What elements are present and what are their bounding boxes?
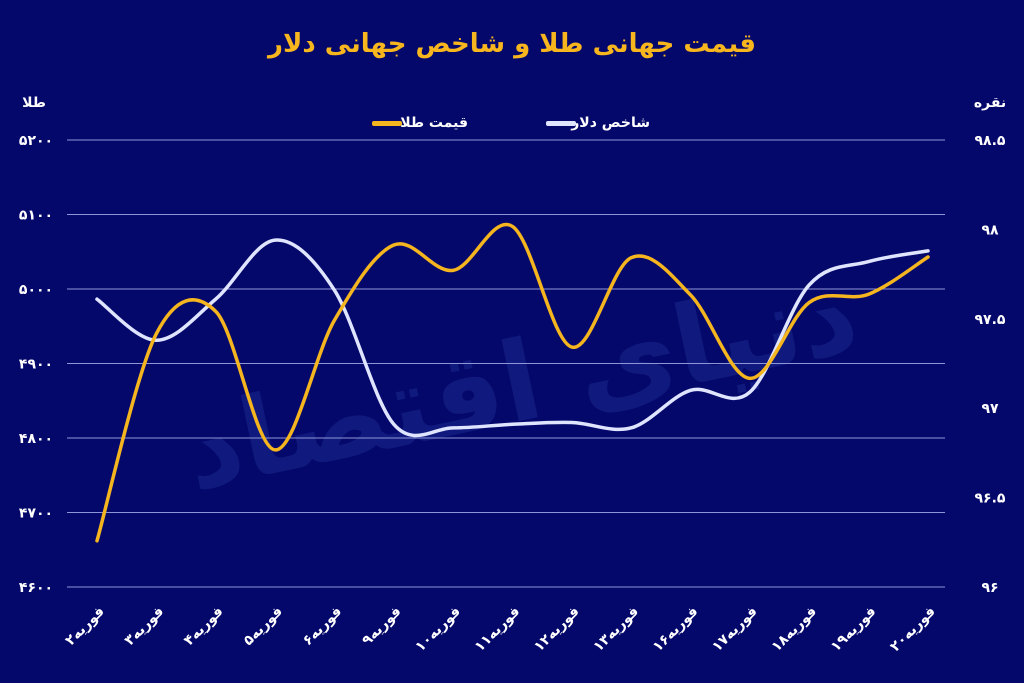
x-tick-label: ۳فوریه — [122, 604, 167, 649]
right-tick-label: ۹۷ — [981, 401, 999, 417]
x-tick-label: ۱۷فوریه — [709, 604, 761, 656]
x-tick-label: ۵فوریه — [240, 604, 285, 649]
legend-label: قیمت طلا — [400, 115, 468, 131]
x-tick-label: ۶فوریه — [300, 604, 345, 649]
legend-swatch — [546, 121, 576, 126]
left-tick-label: ۴۹۰۰ — [19, 357, 53, 373]
chart-title: قیمت جهانی طلا و شاخص جهانی دلار — [266, 29, 756, 59]
x-tick-label: ۲فوریه — [62, 604, 107, 649]
x-tick-label: ۱۰فوریه — [412, 604, 464, 656]
watermark: دنیای اقتصاد — [173, 248, 869, 515]
left-axis-label: طلا — [22, 95, 46, 111]
right-tick-label: ۹۶ — [981, 580, 998, 596]
x-tick-label: ۱۸فوریه — [769, 604, 821, 656]
left-tick-label: ۵۱۰۰ — [19, 208, 53, 224]
legend-label: شاخص دلار — [570, 115, 650, 131]
left-tick-label: ۴۷۰۰ — [19, 506, 53, 522]
right-tick-label: ۹۸ — [981, 222, 999, 238]
legend-swatch — [372, 121, 402, 126]
x-tick-label: ۱۲فوریه — [531, 604, 583, 656]
x-tick-label: ۱۹فوریه — [828, 604, 880, 656]
right-axis-label: نقره — [974, 95, 1006, 111]
x-tick-label: ۱۱فوریه — [472, 604, 524, 656]
x-tick-label: ۴فوریه — [181, 604, 226, 649]
left-tick-label: ۵۲۰۰ — [19, 133, 53, 149]
gold-price-line — [95, 222, 930, 543]
left-tick-label: ۴۸۰۰ — [19, 431, 53, 447]
x-tick-label: ۹فوریه — [359, 604, 404, 649]
right-tick-label: ۹۷.۵ — [975, 312, 1006, 328]
left-tick-label: ۵۰۰۰ — [19, 282, 53, 298]
dollar-index-line — [95, 238, 930, 438]
right-tick-label: ۹۶.۵ — [975, 491, 1006, 507]
right-tick-label: ۹۸.۵ — [975, 133, 1006, 149]
x-tick-label: ۱۶فوریه — [650, 604, 702, 656]
left-tick-label: ۴۶۰۰ — [19, 580, 53, 596]
x-tick-label: ۱۳فوریه — [591, 604, 643, 656]
x-tick-label: ۲۰فوریه — [887, 604, 939, 656]
